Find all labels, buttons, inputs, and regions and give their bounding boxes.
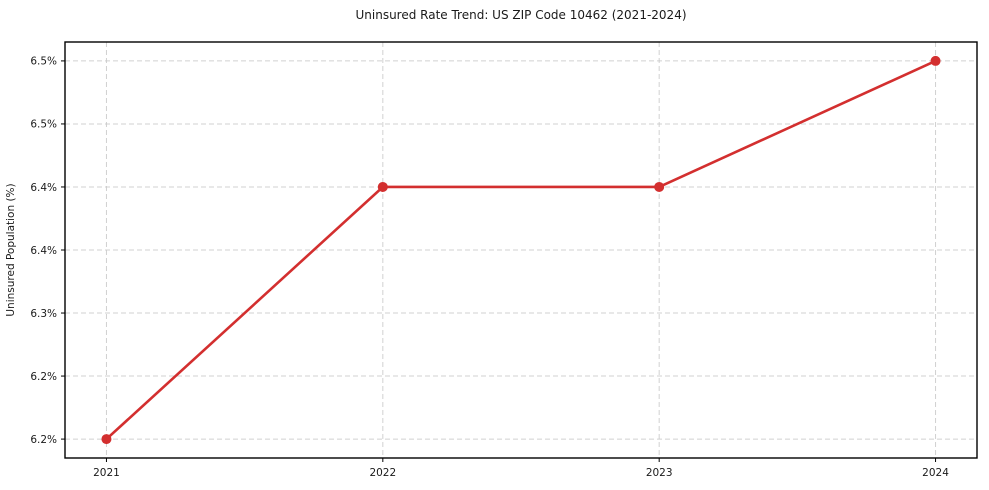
y-tick-label: 6.4% — [30, 245, 57, 257]
y-tick-label: 6.4% — [30, 182, 57, 194]
data-point-marker — [377, 181, 388, 192]
x-tick-label: 2023 — [646, 467, 673, 479]
x-tick-label: 2022 — [369, 467, 396, 479]
y-tick-label: 6.5% — [30, 56, 57, 68]
y-tick-label: 6.2% — [30, 371, 57, 383]
y-tick-label: 6.2% — [30, 434, 57, 446]
y-tick-label: 6.3% — [30, 308, 57, 320]
data-series — [101, 55, 941, 445]
data-point-marker — [930, 55, 941, 66]
x-tick-label: 2021 — [93, 467, 120, 479]
y-tick-label: 6.5% — [30, 119, 57, 131]
plot-border — [64, 41, 978, 459]
axis-tick-labels: 6.2% 6.2% 6.3% 6.4% 6.4% 6.5% 6.5% 2021 2022 2023… — [30, 56, 949, 479]
x-tick-label: 2024 — [922, 467, 949, 479]
y-axis-label: Uninsured Population (%) — [5, 183, 17, 316]
data-point-marker — [101, 434, 112, 445]
chart-title: Uninsured Rate Trend: US ZIP Code 10462 … — [355, 8, 686, 22]
trend-line — [105, 59, 937, 441]
data-point-marker — [654, 181, 665, 192]
